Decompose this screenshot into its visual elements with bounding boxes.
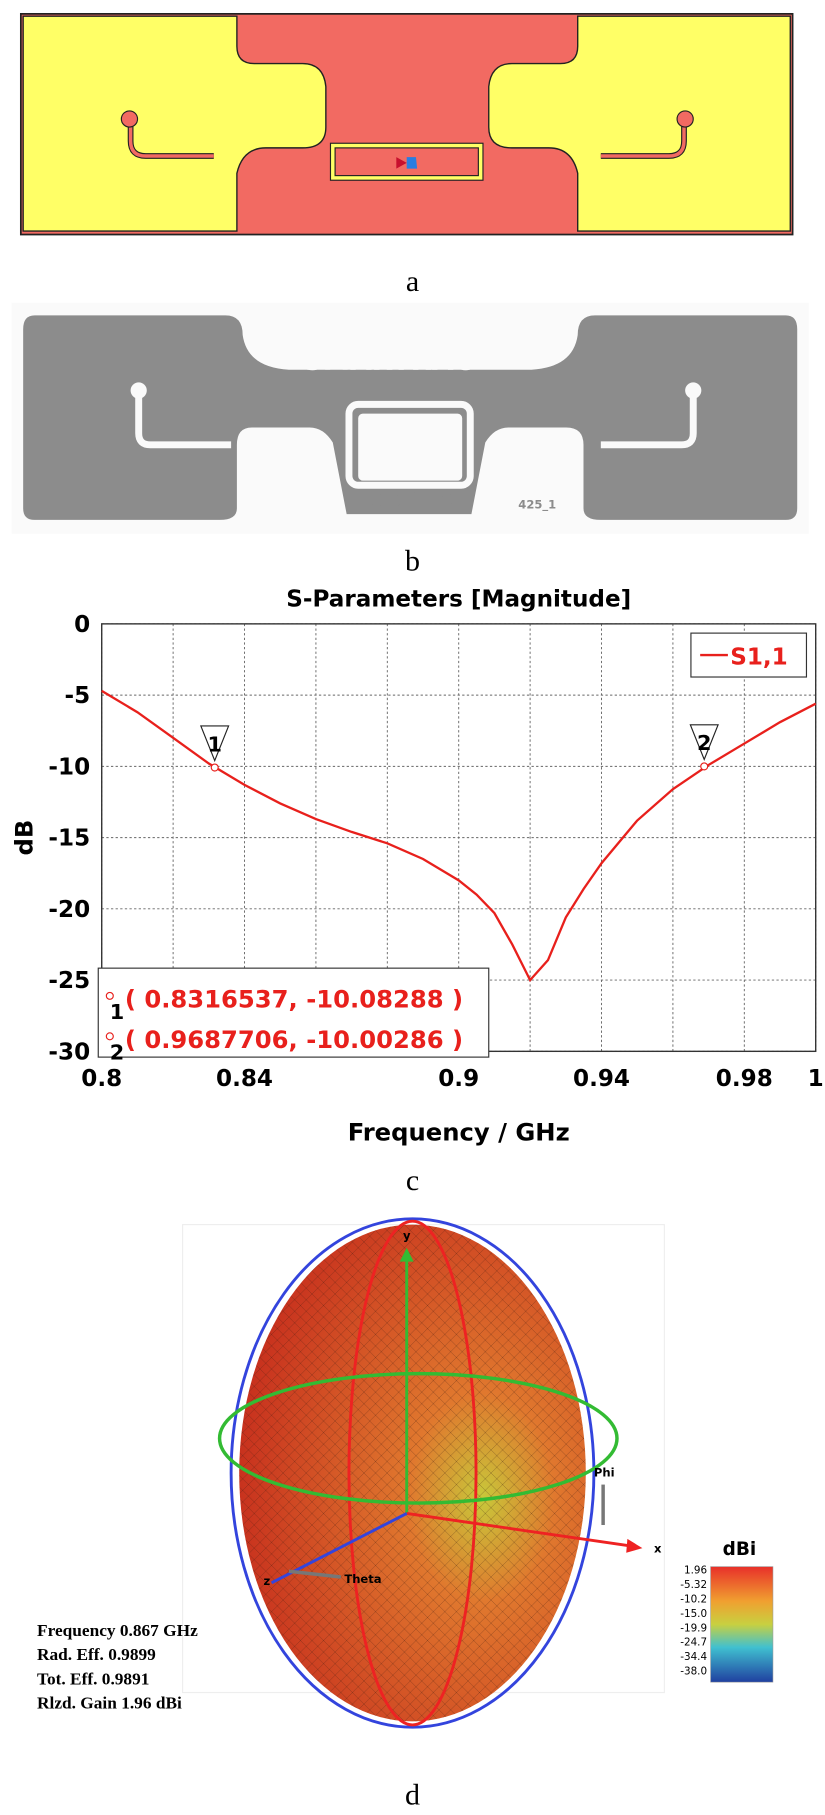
colorbar-labels: 1.96 -5.32 -10.2 -15.0 -19.9 -24.7 -34.4 -38.0 [680,1565,707,1678]
x-tick-label: 0.94 [573,1066,630,1092]
marker-name: 2 [697,731,711,755]
brand-symbol: ((•)) [486,334,521,353]
marker-flag [689,724,719,762]
chart-title: S-Parameters [Magnitude] [286,587,631,613]
colorbar-label: -15.0 [680,1608,707,1620]
colorbar-label: -24.7 [680,1637,707,1649]
axis-name: y [403,1229,411,1243]
panel-a [19,12,794,236]
x-tick-label: 1 [808,1066,824,1092]
angle-name: Phi [594,1465,615,1479]
colorbar-label: -5.32 [680,1579,707,1591]
marker-name: 1 [207,732,221,756]
info-line: Frequency 0.867 GHz [37,1621,198,1640]
y-tick-label: -30 [48,1039,90,1065]
angle-name: Theta [344,1572,381,1586]
marker-icon [105,1032,114,1041]
panel-b: SMARTRAC ((•)) DogBone 425_1 [11,302,809,534]
brand: SMARTRAC [303,344,474,377]
x-tick-label: 0.9 [438,1066,479,1092]
colorbar-label: -19.9 [680,1622,707,1634]
legend-label: S1,1 [730,644,788,670]
panel-d: y x z Phi Theta dBi 1.96 -5.32 -10.2 -15.0 -… [37,1217,774,1729]
marker-index: 1 [110,1000,124,1024]
info: Frequency 0.867 GHz Rad. Eff. 0.9899 Tot. … [37,1621,198,1713]
panel-label: d [405,1779,420,1812]
x-axis-label: Frequency / GHz [348,1117,570,1146]
y-tick-label: 0 [74,612,90,638]
marker-label: ( 0.8316537, -10.08288 ) [125,984,463,1013]
y-tick-label: -10 [48,754,90,780]
axis-name: z [263,1574,270,1588]
series-line [101,689,817,983]
info-line: Rlzd. Gain 1.96 dBi [37,1694,182,1713]
y-tick-label: -5 [65,683,91,709]
y-tick-label: -25 [48,968,90,994]
y-tick-label: -20 [48,897,90,923]
x-tick-label: 0.84 [216,1066,273,1092]
marker-flag [200,725,230,763]
colorbar-label: -34.4 [680,1651,707,1663]
panel-label: c [406,1164,419,1197]
marker-label: ( 0.9687706, -10.00286 ) [125,1025,463,1054]
marker-point [210,763,219,772]
model: DogBone [360,487,460,512]
marker-point [700,762,709,771]
x-tick-label: 0.98 [716,1066,773,1092]
marker-index: 2 [110,1040,124,1064]
colorbar-label: -38.0 [680,1666,707,1678]
y-axis-label: dB [9,820,38,856]
colorbar-label: -10.2 [680,1593,707,1605]
info-line: Tot. Eff. 0.9891 [37,1669,149,1688]
colorbar-label: 1.96 [684,1565,707,1577]
marker-box [97,967,490,1058]
colorbar-title: dBi [723,1539,757,1560]
code: 425_1 [518,497,556,512]
y-tick-label: -15 [48,826,90,852]
info-line: Rad. Eff. 0.9899 [37,1645,156,1664]
x-tick-label: 0.8 [81,1066,122,1092]
panel-label: b [405,545,420,578]
panel-label: a [406,265,419,298]
axis-name: x [654,1542,662,1556]
panel-c: S-Parameters [Magnitude] Frequency / GHz… [9,587,823,1147]
marker-icon [105,991,114,1000]
